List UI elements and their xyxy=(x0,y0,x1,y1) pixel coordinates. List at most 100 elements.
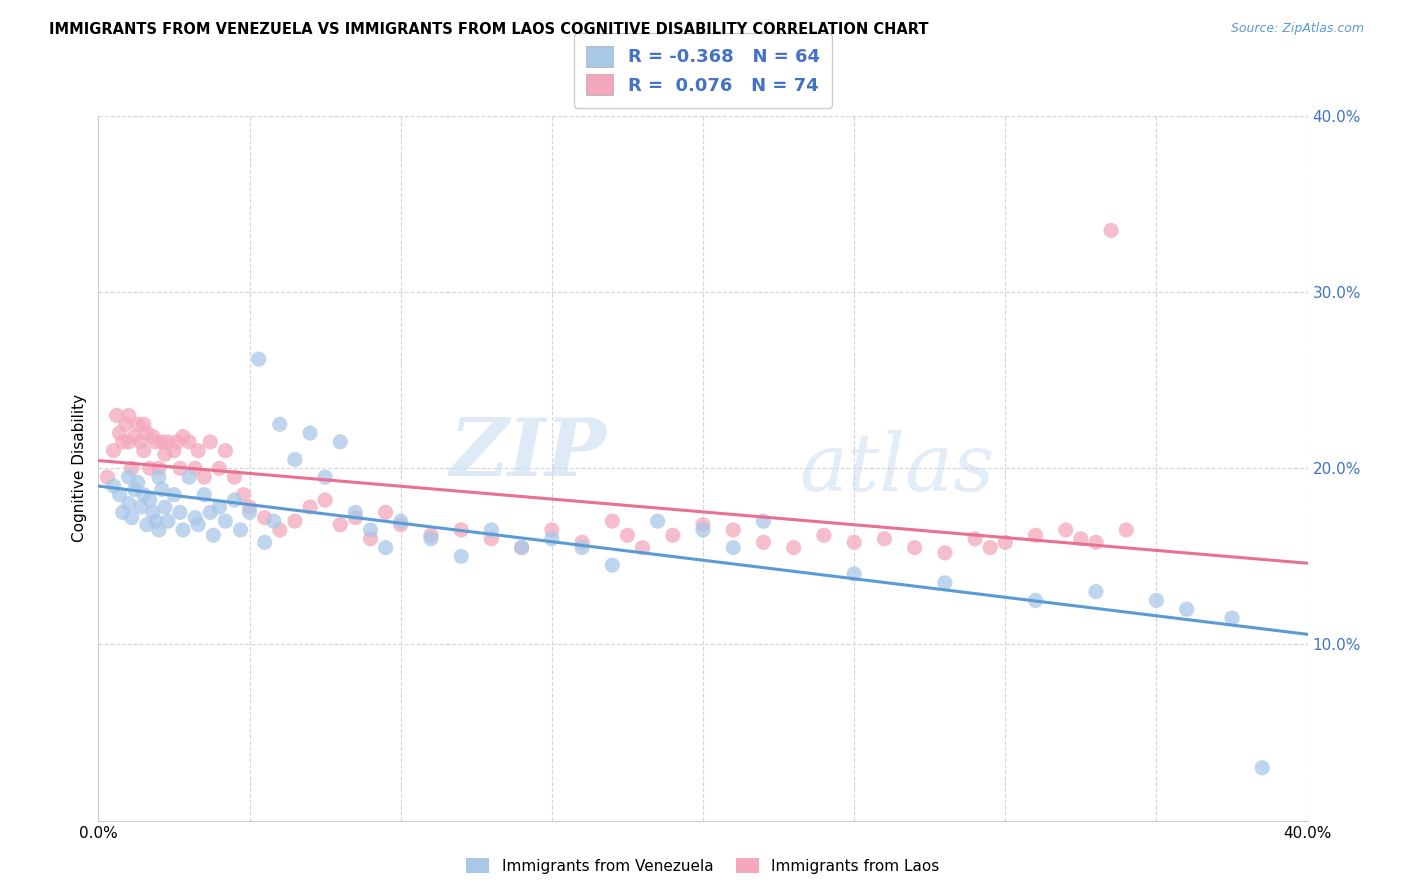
Point xyxy=(1085,535,1108,549)
Point xyxy=(965,532,987,546)
Point xyxy=(121,461,143,475)
Point xyxy=(1251,761,1274,775)
Point xyxy=(420,532,443,546)
Point xyxy=(145,514,167,528)
Point xyxy=(187,517,209,532)
Point xyxy=(145,434,167,449)
Point xyxy=(184,510,207,524)
Point xyxy=(148,461,170,475)
Point xyxy=(450,523,472,537)
Point xyxy=(571,541,593,555)
Point xyxy=(329,517,352,532)
Legend: R = -0.368   N = 64, R =  0.076   N = 74: R = -0.368 N = 64, R = 0.076 N = 74 xyxy=(574,33,832,108)
Point xyxy=(179,434,201,449)
Point xyxy=(934,546,956,560)
Point xyxy=(540,523,562,537)
Point xyxy=(172,429,194,443)
Point xyxy=(1220,611,1243,625)
Point xyxy=(374,541,396,555)
Point xyxy=(329,434,352,449)
Point xyxy=(571,535,593,549)
Y-axis label: Cognitive Disability: Cognitive Disability xyxy=(72,394,87,542)
Point xyxy=(1024,528,1046,542)
Point xyxy=(602,514,624,528)
Point xyxy=(979,541,1001,555)
Point xyxy=(344,510,367,524)
Point xyxy=(96,470,118,484)
Point xyxy=(661,528,683,542)
Point xyxy=(103,479,125,493)
Point xyxy=(135,426,157,441)
Point xyxy=(132,443,155,458)
Point xyxy=(224,493,246,508)
Point xyxy=(239,505,262,519)
Point xyxy=(752,535,775,549)
Point xyxy=(616,528,638,542)
Point xyxy=(193,470,215,484)
Point xyxy=(723,523,745,537)
Point xyxy=(121,510,143,524)
Point xyxy=(844,567,866,582)
Point xyxy=(873,532,896,546)
Point xyxy=(374,505,396,519)
Point xyxy=(284,514,307,528)
Point xyxy=(129,434,152,449)
Point xyxy=(111,505,134,519)
Point xyxy=(752,514,775,528)
Point xyxy=(150,434,173,449)
Point xyxy=(269,417,291,432)
Text: IMMIGRANTS FROM VENEZUELA VS IMMIGRANTS FROM LAOS COGNITIVE DISABILITY CORRELATI: IMMIGRANTS FROM VENEZUELA VS IMMIGRANTS … xyxy=(49,22,929,37)
Point xyxy=(166,434,188,449)
Point xyxy=(1085,584,1108,599)
Point xyxy=(1054,523,1077,537)
Point xyxy=(114,417,136,432)
Point xyxy=(420,528,443,542)
Point xyxy=(105,409,128,423)
Point xyxy=(118,497,141,511)
Point xyxy=(783,541,806,555)
Point xyxy=(247,352,270,367)
Point xyxy=(647,514,669,528)
Point xyxy=(108,488,131,502)
Point xyxy=(253,510,276,524)
Point xyxy=(118,409,141,423)
Point xyxy=(200,505,222,519)
Point xyxy=(135,517,157,532)
Point xyxy=(127,417,149,432)
Point xyxy=(450,549,472,564)
Point xyxy=(692,517,714,532)
Point xyxy=(1099,223,1122,237)
Point xyxy=(389,514,412,528)
Point xyxy=(813,528,835,542)
Point xyxy=(314,493,336,508)
Point xyxy=(179,470,201,484)
Point xyxy=(934,575,956,590)
Point xyxy=(132,488,155,502)
Point xyxy=(156,514,179,528)
Point xyxy=(1070,532,1092,546)
Point xyxy=(156,434,179,449)
Point xyxy=(129,500,152,514)
Point xyxy=(142,505,165,519)
Point xyxy=(202,528,225,542)
Point xyxy=(169,461,191,475)
Point xyxy=(139,461,162,475)
Point xyxy=(540,532,562,546)
Point xyxy=(184,461,207,475)
Point xyxy=(172,523,194,537)
Point xyxy=(1115,523,1137,537)
Point xyxy=(108,426,131,441)
Point xyxy=(124,429,146,443)
Point xyxy=(163,443,186,458)
Point xyxy=(193,488,215,502)
Point xyxy=(200,434,222,449)
Point xyxy=(481,523,503,537)
Point xyxy=(150,483,173,497)
Point xyxy=(314,470,336,484)
Point xyxy=(111,434,134,449)
Point xyxy=(214,514,236,528)
Point xyxy=(163,488,186,502)
Point xyxy=(299,500,322,514)
Point xyxy=(103,443,125,458)
Point xyxy=(481,532,503,546)
